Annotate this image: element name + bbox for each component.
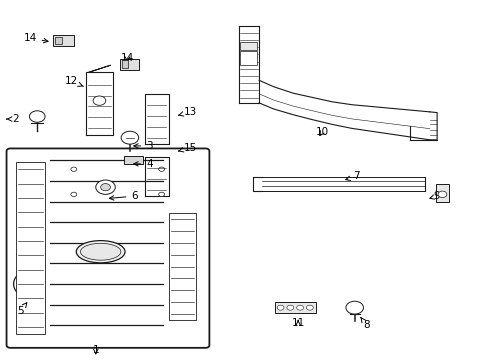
Bar — [53, 36, 74, 45]
Circle shape — [71, 192, 77, 197]
Text: 3: 3 — [134, 141, 152, 151]
Text: 4: 4 — [134, 159, 152, 169]
Circle shape — [158, 192, 164, 197]
Text: 7: 7 — [345, 171, 359, 181]
Bar — [123, 156, 143, 163]
Ellipse shape — [80, 243, 121, 260]
Circle shape — [121, 131, 139, 144]
Circle shape — [101, 184, 110, 191]
Circle shape — [437, 191, 446, 198]
Text: 14: 14 — [121, 53, 134, 63]
Bar — [435, 184, 448, 202]
Circle shape — [158, 167, 164, 171]
Text: 6: 6 — [109, 191, 138, 201]
Circle shape — [286, 305, 293, 310]
Bar — [239, 42, 257, 50]
Text: 1: 1 — [92, 345, 99, 355]
Bar — [122, 60, 128, 68]
Text: 9: 9 — [429, 191, 440, 201]
Ellipse shape — [14, 273, 35, 295]
Circle shape — [345, 301, 363, 314]
Bar — [120, 59, 139, 69]
Circle shape — [93, 96, 105, 105]
Text: 12: 12 — [64, 76, 83, 86]
Bar — [239, 51, 257, 65]
Text: 10: 10 — [315, 127, 328, 136]
Circle shape — [71, 167, 77, 171]
Text: 11: 11 — [291, 319, 304, 328]
Bar — [16, 162, 44, 334]
Circle shape — [277, 305, 284, 310]
Bar — [274, 302, 316, 314]
Circle shape — [29, 111, 45, 122]
Text: 8: 8 — [360, 318, 369, 330]
Bar — [55, 37, 62, 44]
Circle shape — [96, 180, 115, 194]
Ellipse shape — [76, 240, 125, 263]
Text: 13: 13 — [178, 107, 197, 117]
Circle shape — [306, 305, 313, 310]
Text: 15: 15 — [178, 143, 197, 153]
Text: 5: 5 — [17, 303, 27, 316]
FancyBboxPatch shape — [6, 148, 209, 348]
Circle shape — [296, 305, 303, 310]
Text: 2: 2 — [6, 114, 19, 124]
Bar — [168, 213, 195, 320]
Text: 14: 14 — [23, 33, 48, 43]
